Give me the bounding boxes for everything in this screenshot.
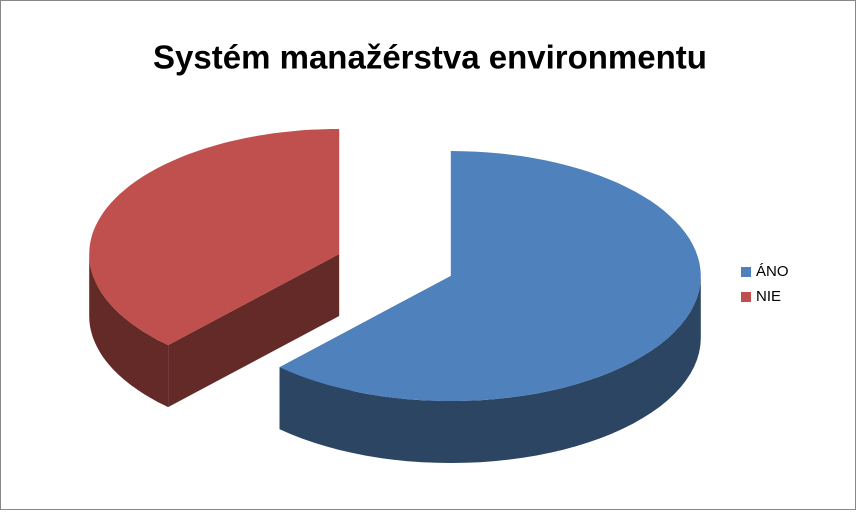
slice (89, 129, 340, 346)
legend-swatch (741, 292, 751, 302)
legend-swatch (741, 267, 751, 277)
chart-title: Systém manažérstva environmentu (153, 39, 707, 76)
slice-side (89, 254, 169, 408)
legend-label: NIE (756, 288, 781, 305)
slice-side (279, 276, 701, 463)
legend-label: ÁNO (756, 263, 789, 280)
slice-wall (168, 254, 340, 408)
slice (279, 151, 701, 401)
